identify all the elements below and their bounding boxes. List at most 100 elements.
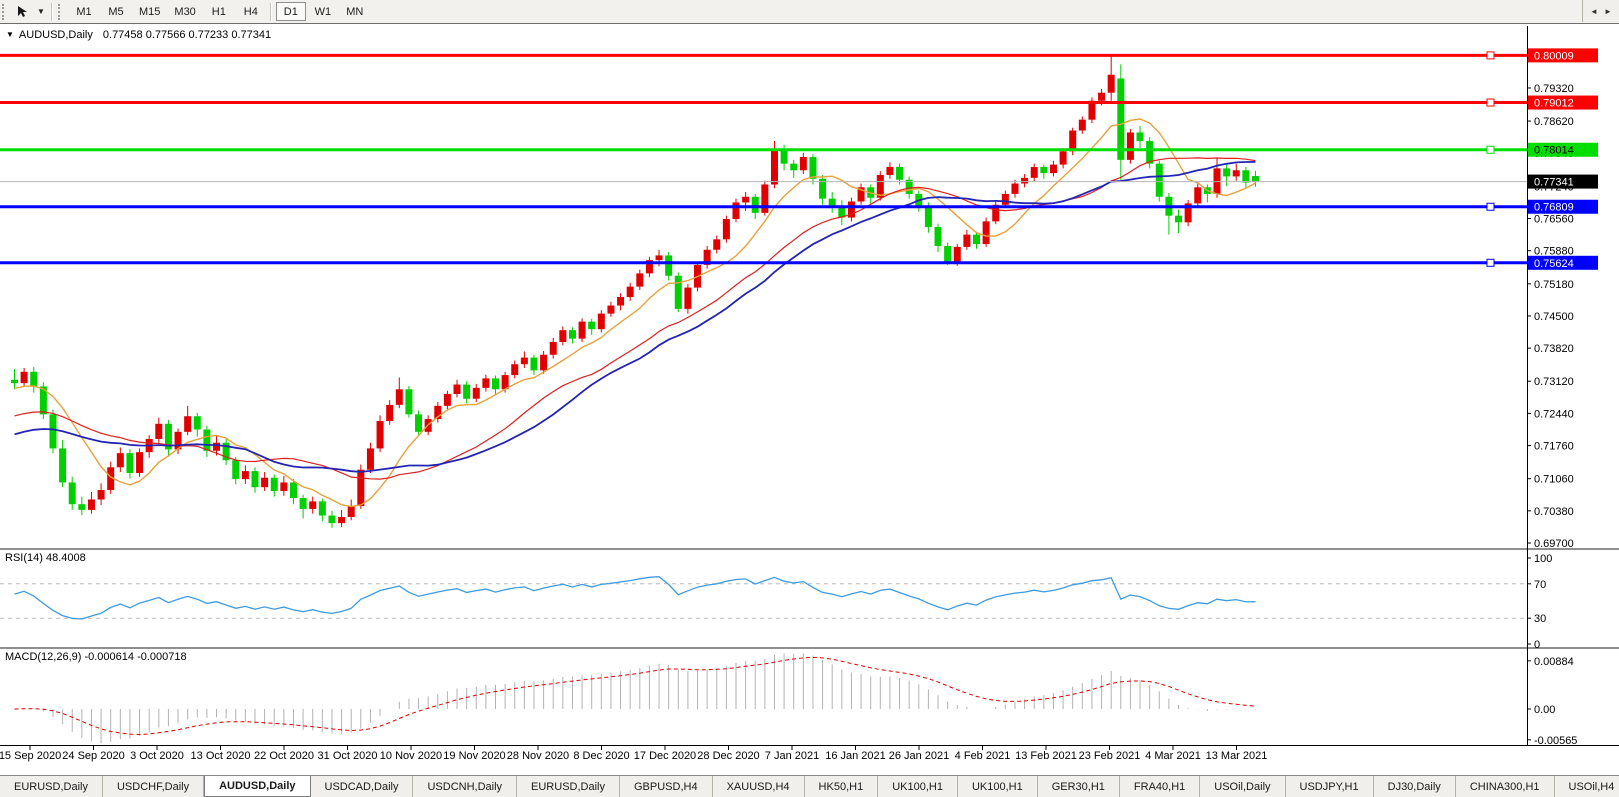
chart-tab-XAUUSD-H4[interactable]: XAUUSD,H4 [713,776,805,797]
svg-text:0.78014: 0.78014 [1534,145,1574,157]
candle-body [982,221,990,245]
date-tick-label: 8 Dec 2020 [573,750,629,762]
toolbar-drag-handle[interactable] [58,3,65,20]
chart-ohlc-values: 0.77458 0.77566 0.77233 0.77341 [102,29,272,41]
timeframe-buttons: M1 M5 M15 M30 H1 H4 D1 W1 MN [68,2,371,21]
chart-menu-triangle-icon[interactable]: ▼ [6,30,14,39]
line-handle[interactable] [1486,51,1495,60]
candle-body [453,384,461,395]
candle-body [280,482,288,491]
candle-body [213,442,221,451]
date-axis: 15 Sep 2020 24 Sep 2020 3 Oct 2020 13 Oct 2… [0,745,1619,762]
timeframe-button-M5[interactable]: M5 [101,2,131,21]
line-handle[interactable] [1486,202,1495,211]
chart-tab-UK100-H1[interactable]: UK100,H1 [878,776,958,797]
macd-indicator-label: MACD(12,26,9) -0.000614 -0.000718 [5,651,187,663]
chart-tab-EURUSD-Daily[interactable]: EURUSD,Daily [517,776,620,797]
candle-body [665,255,673,276]
chart-tab-USDCAD-Daily[interactable]: USDCAD,Daily [311,776,414,797]
chart-symbol-period: AUDUSD,Daily [18,29,93,41]
pivot-line-0.78014[interactable] [0,145,1527,154]
line-handle[interactable] [1486,258,1495,267]
timeframe-button-H1[interactable]: H1 [204,2,234,21]
chart-tab-UK100-H1[interactable]: UK100,H1 [958,776,1038,797]
chart-canvas[interactable]: 0.793200.786200.779400.772400.765600.758… [0,0,1619,775]
toolbar-separator [51,2,53,21]
support-line-0.76809[interactable] [0,202,1527,211]
candle-body [684,287,692,309]
candle-body [597,313,605,330]
candle-body [1155,163,1163,197]
candle-body [1136,132,1144,141]
chart-tab-HK50-H1[interactable]: HK50,H1 [805,776,879,797]
resistance-line-0.80009[interactable] [0,51,1527,60]
panel-separator[interactable] [0,548,1619,550]
date-tick-label: 13 Mar 2021 [1206,750,1268,762]
candle-body [222,442,230,461]
timeframe-button-H4[interactable]: H4 [236,2,266,21]
tab-scroll-left-icon[interactable]: ◄ [1587,7,1601,16]
candle-body [1175,215,1183,223]
resistance-line-0.79012[interactable] [0,98,1527,107]
price-tick-label: 0.74500 [1534,311,1574,323]
candle-body [1232,170,1240,177]
candle-body [1251,176,1259,182]
chart-tab-GBPUSD-H4[interactable]: GBPUSD,H4 [620,776,713,797]
chart-cursor-icon[interactable] [12,2,34,22]
price-tick-label: 0.71060 [1534,474,1574,486]
candle-body [1049,164,1057,174]
chart-tab-EURUSD-Daily[interactable]: EURUSD,Daily [0,776,103,797]
candle-body [30,371,38,387]
candle-body [896,166,904,180]
chart-tab-USOil-H4[interactable]: USOil,H4 [1555,776,1619,797]
timeframe-button-M1[interactable]: M1 [69,2,99,21]
candle-body [934,227,942,246]
chart-tab-FRA40-H1[interactable]: FRA40,H1 [1120,776,1201,797]
date-tick-label: 23 Feb 2021 [1079,750,1141,762]
candle-body [617,297,625,306]
timeframe-button-MN[interactable]: MN [340,2,370,21]
panel-separator[interactable] [0,647,1619,649]
toolbar-drag-handle[interactable] [2,3,9,20]
chart-tab-AUDUSD-Daily[interactable]: AUDUSD,Daily [204,776,311,797]
chart-title: ▼ AUDUSD,Daily 0.77458 0.77566 0.77233 0.7… [6,29,271,41]
candle-body [11,379,18,384]
candle-body [713,239,721,250]
chart-tab-USDJPY-H1[interactable]: USDJPY,H1 [1286,776,1374,797]
timeframe-button-D1[interactable]: D1 [275,2,306,21]
svg-text:0.75624: 0.75624 [1534,258,1574,270]
moving-average-slow[interactable] [14,161,1256,473]
svg-text:0.79012: 0.79012 [1534,98,1574,110]
price-label-0.80009: 0.80009 [1528,48,1598,63]
candle-body [193,416,201,430]
line-handle[interactable] [1486,98,1495,107]
moving-average-fast[interactable] [14,118,1256,508]
timeframe-button-M15[interactable]: M15 [133,2,166,21]
timeframe-button-W1[interactable]: W1 [308,2,338,21]
chart-tab-USOil-Daily[interactable]: USOil,Daily [1200,776,1286,797]
chart-tab-CHINA300-H1[interactable]: CHINA300,H1 [1456,776,1555,797]
candle-body [924,206,932,228]
candle-body [588,321,596,330]
chart-tab-DJ30-Daily[interactable]: DJ30,Daily [1374,776,1456,797]
macd-tick-label: -0.00565 [1534,735,1577,747]
candle-body [645,260,653,274]
toolbar-dropdown-caret[interactable]: ▼ [34,2,48,22]
price-tick-label: 0.69700 [1534,538,1574,550]
candle-body [463,384,471,399]
candle-body [799,157,807,171]
macd-signal-line [14,656,1256,736]
chart-tab-GER30-H1[interactable]: GER30,H1 [1038,776,1120,797]
candle-body [501,375,509,390]
line-handle[interactable] [1486,145,1495,154]
tab-scroll-right-icon[interactable]: ► [1601,7,1615,16]
chart-tab-USDCHF-Daily[interactable]: USDCHF,Daily [103,776,205,797]
chart-tab-USDCNH-Daily[interactable]: USDCNH,Daily [413,776,518,797]
candle-body [347,506,355,517]
candle-body [405,389,413,415]
timeframe-button-M30[interactable]: M30 [168,2,201,21]
date-tick-label: 31 Oct 2020 [318,750,378,762]
date-tick-label: 4 Mar 2021 [1145,750,1201,762]
toolbar-separator [269,2,272,21]
support-line-0.75624[interactable] [0,258,1527,267]
